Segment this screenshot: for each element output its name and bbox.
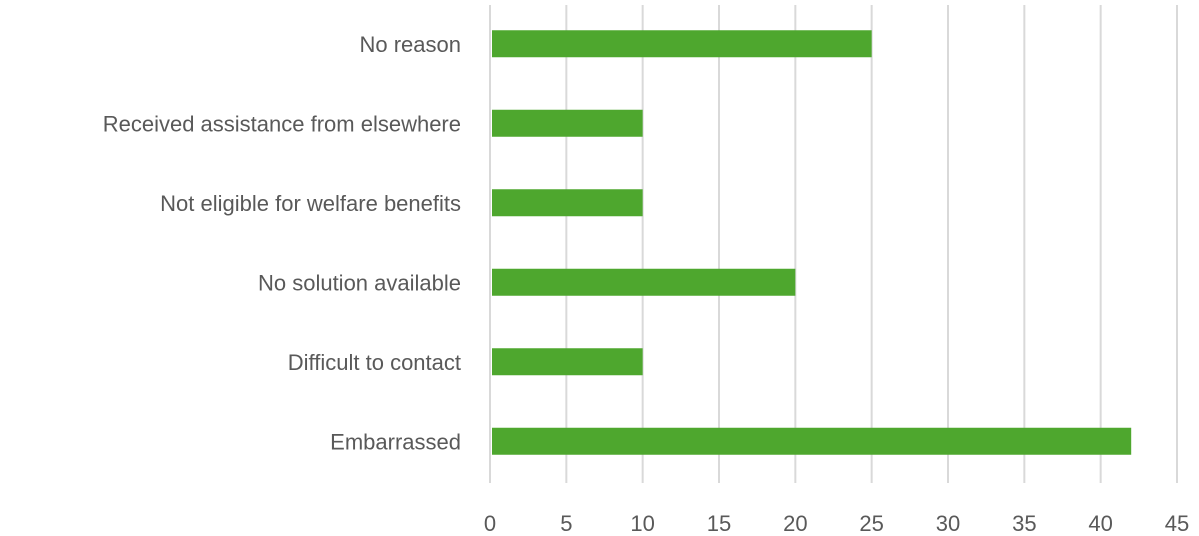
x-tick-label: 10 xyxy=(630,511,654,536)
bar-difficult-to-contact xyxy=(492,348,643,376)
category-labels: No reason Received assistance from elsewh… xyxy=(103,32,461,455)
x-tick-label: 15 xyxy=(707,511,731,536)
x-tick-label: 45 xyxy=(1165,511,1189,536)
x-tick-label: 25 xyxy=(859,511,883,536)
bar-no-solution-available xyxy=(492,268,796,296)
bars xyxy=(492,30,1132,455)
x-tick-label: 5 xyxy=(560,511,572,536)
x-tick-label: 0 xyxy=(484,511,496,536)
bar-not-eligible-for-welfare-benefits xyxy=(492,189,643,217)
category-label: Difficult to contact xyxy=(288,350,461,375)
x-tick-labels: 0 5 10 15 20 25 30 35 40 45 xyxy=(484,511,1189,536)
x-tick-label: 20 xyxy=(783,511,807,536)
category-label: No solution available xyxy=(258,270,461,295)
category-label: No reason xyxy=(359,32,461,57)
bar-received-assistance-from-elsewhere xyxy=(492,109,643,137)
x-tick-label: 40 xyxy=(1088,511,1112,536)
bar-embarrassed xyxy=(492,427,1132,455)
bar-no-reason xyxy=(492,30,872,58)
x-tick-label: 35 xyxy=(1012,511,1036,536)
x-tick-label: 30 xyxy=(936,511,960,536)
category-label: Received assistance from elsewhere xyxy=(103,111,461,136)
gridlines xyxy=(489,5,1178,483)
category-label: Not eligible for welfare benefits xyxy=(160,191,461,216)
category-label: Embarrassed xyxy=(330,429,461,454)
